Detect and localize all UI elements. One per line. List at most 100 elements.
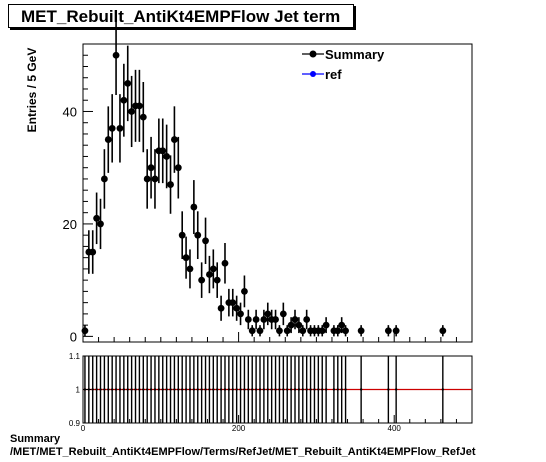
ratio-y-tick-label: 1: [76, 386, 81, 395]
ratio-point: [243, 388, 246, 391]
data-point: [147, 164, 155, 172]
ratio-point: [251, 388, 254, 391]
ratio-point: [321, 388, 324, 391]
ratio-y-tick-label: 0.9: [69, 419, 81, 428]
ratio-point: [227, 388, 231, 391]
ratio-x-tick-label: 0: [81, 424, 86, 433]
ratio-point: [188, 388, 192, 391]
ratio-point: [266, 388, 269, 391]
ratio-point: [235, 388, 238, 391]
data-point: [283, 327, 291, 335]
data-point: [120, 96, 128, 104]
ratio-point: [103, 388, 106, 391]
ratio-point: [394, 388, 398, 391]
ratio-x-tick-label: 200: [232, 424, 246, 433]
ratio-point: [216, 388, 219, 391]
ratio-point: [387, 388, 390, 391]
ratio-point: [332, 388, 336, 391]
ratio-point: [107, 388, 110, 391]
ratio-point: [153, 388, 157, 391]
data-point: [264, 310, 272, 318]
data-point: [392, 327, 400, 335]
data-point: [213, 276, 221, 284]
data-point: [252, 316, 260, 323]
ratio-point: [184, 388, 188, 391]
ratio-point: [134, 388, 137, 391]
data-point: [439, 327, 447, 335]
ratio-point: [145, 388, 149, 391]
data-point: [139, 113, 147, 121]
data-point: [93, 214, 101, 222]
data-point: [299, 327, 307, 335]
data-point: [209, 265, 217, 273]
ratio-point: [289, 388, 293, 391]
main-data-series: [81, 15, 447, 337]
data-point: [233, 304, 241, 312]
data-point: [260, 316, 268, 323]
data-point: [124, 79, 132, 87]
data-point: [241, 287, 248, 295]
data-point: [342, 327, 349, 335]
data-point: [194, 231, 202, 239]
ratio-point: [169, 388, 172, 391]
ratio-point: [282, 388, 285, 391]
ratio-point: [99, 388, 102, 391]
ratio-axis-ticks: 0.9 1 1.1 0 200 400: [69, 352, 473, 433]
data-point: [190, 203, 198, 211]
data-point: [178, 231, 186, 239]
ratio-point: [204, 388, 207, 391]
data-point: [81, 327, 89, 335]
data-point: [244, 316, 252, 323]
data-point: [202, 237, 209, 245]
ratio-point: [231, 388, 234, 391]
footer-path: /MET/MET_Rebuilt_AntiKt4EMPFlow/Terms/Re…: [10, 446, 476, 458]
data-point: [182, 254, 190, 262]
ratio-point: [180, 388, 184, 391]
data-point: [229, 299, 237, 307]
data-point: [89, 248, 97, 256]
ratio-point: [177, 388, 180, 391]
ratio-point: [258, 388, 262, 391]
data-point: [287, 321, 295, 329]
data-point: [248, 327, 256, 335]
ratio-point: [114, 388, 118, 391]
data-point: [217, 304, 225, 312]
data-point: [186, 265, 194, 273]
data-point: [143, 175, 151, 183]
data-point: [171, 136, 178, 143]
y-tick-label: 20: [63, 217, 77, 232]
data-point: [104, 136, 112, 143]
data-point: [384, 327, 392, 335]
ratio-point: [274, 388, 277, 391]
data-point: [322, 321, 330, 329]
ratio-point: [110, 388, 114, 391]
ratio-point: [196, 388, 199, 391]
ratio-point: [313, 388, 316, 391]
y-tick-label: 40: [63, 104, 77, 119]
legend-ref-marker: [310, 71, 316, 77]
ratio-y-tick-label: 1.1: [69, 352, 81, 361]
ratio-point: [309, 388, 312, 391]
ratio-point: [95, 388, 98, 391]
ratio-point: [305, 388, 308, 391]
legend-ref-label: ref: [325, 67, 342, 82]
data-point: [163, 153, 171, 160]
data-point: [97, 220, 104, 228]
ratio-point: [212, 388, 215, 391]
ratio-point: [278, 388, 281, 391]
data-point: [100, 175, 108, 183]
data-point: [237, 310, 244, 318]
ratio-point: [262, 388, 266, 391]
ratio-point: [126, 388, 129, 391]
ratio-point: [359, 388, 363, 391]
ratio-point: [200, 388, 203, 391]
data-point: [136, 102, 143, 110]
ratio-point: [142, 388, 145, 391]
ratio-point: [192, 388, 196, 391]
ratio-point: [247, 388, 250, 391]
ratio-point: [286, 388, 289, 391]
ratio-point: [149, 388, 153, 391]
ratio-point: [122, 388, 126, 391]
ratio-point: [254, 388, 258, 391]
